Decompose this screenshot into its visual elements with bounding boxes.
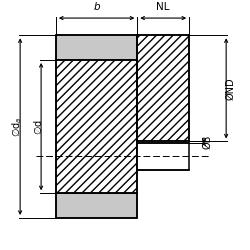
Text: b: b <box>93 2 100 12</box>
Polygon shape <box>56 35 137 60</box>
Text: NL: NL <box>156 2 170 12</box>
Text: ØB: ØB <box>203 135 213 149</box>
Polygon shape <box>56 193 137 218</box>
Text: $\varnothing$d$_a$: $\varnothing$d$_a$ <box>10 116 24 137</box>
Polygon shape <box>56 60 137 193</box>
Polygon shape <box>137 143 189 170</box>
Text: $\varnothing$d: $\varnothing$d <box>32 119 44 134</box>
Polygon shape <box>137 35 189 142</box>
Text: ØND: ØND <box>225 77 235 100</box>
